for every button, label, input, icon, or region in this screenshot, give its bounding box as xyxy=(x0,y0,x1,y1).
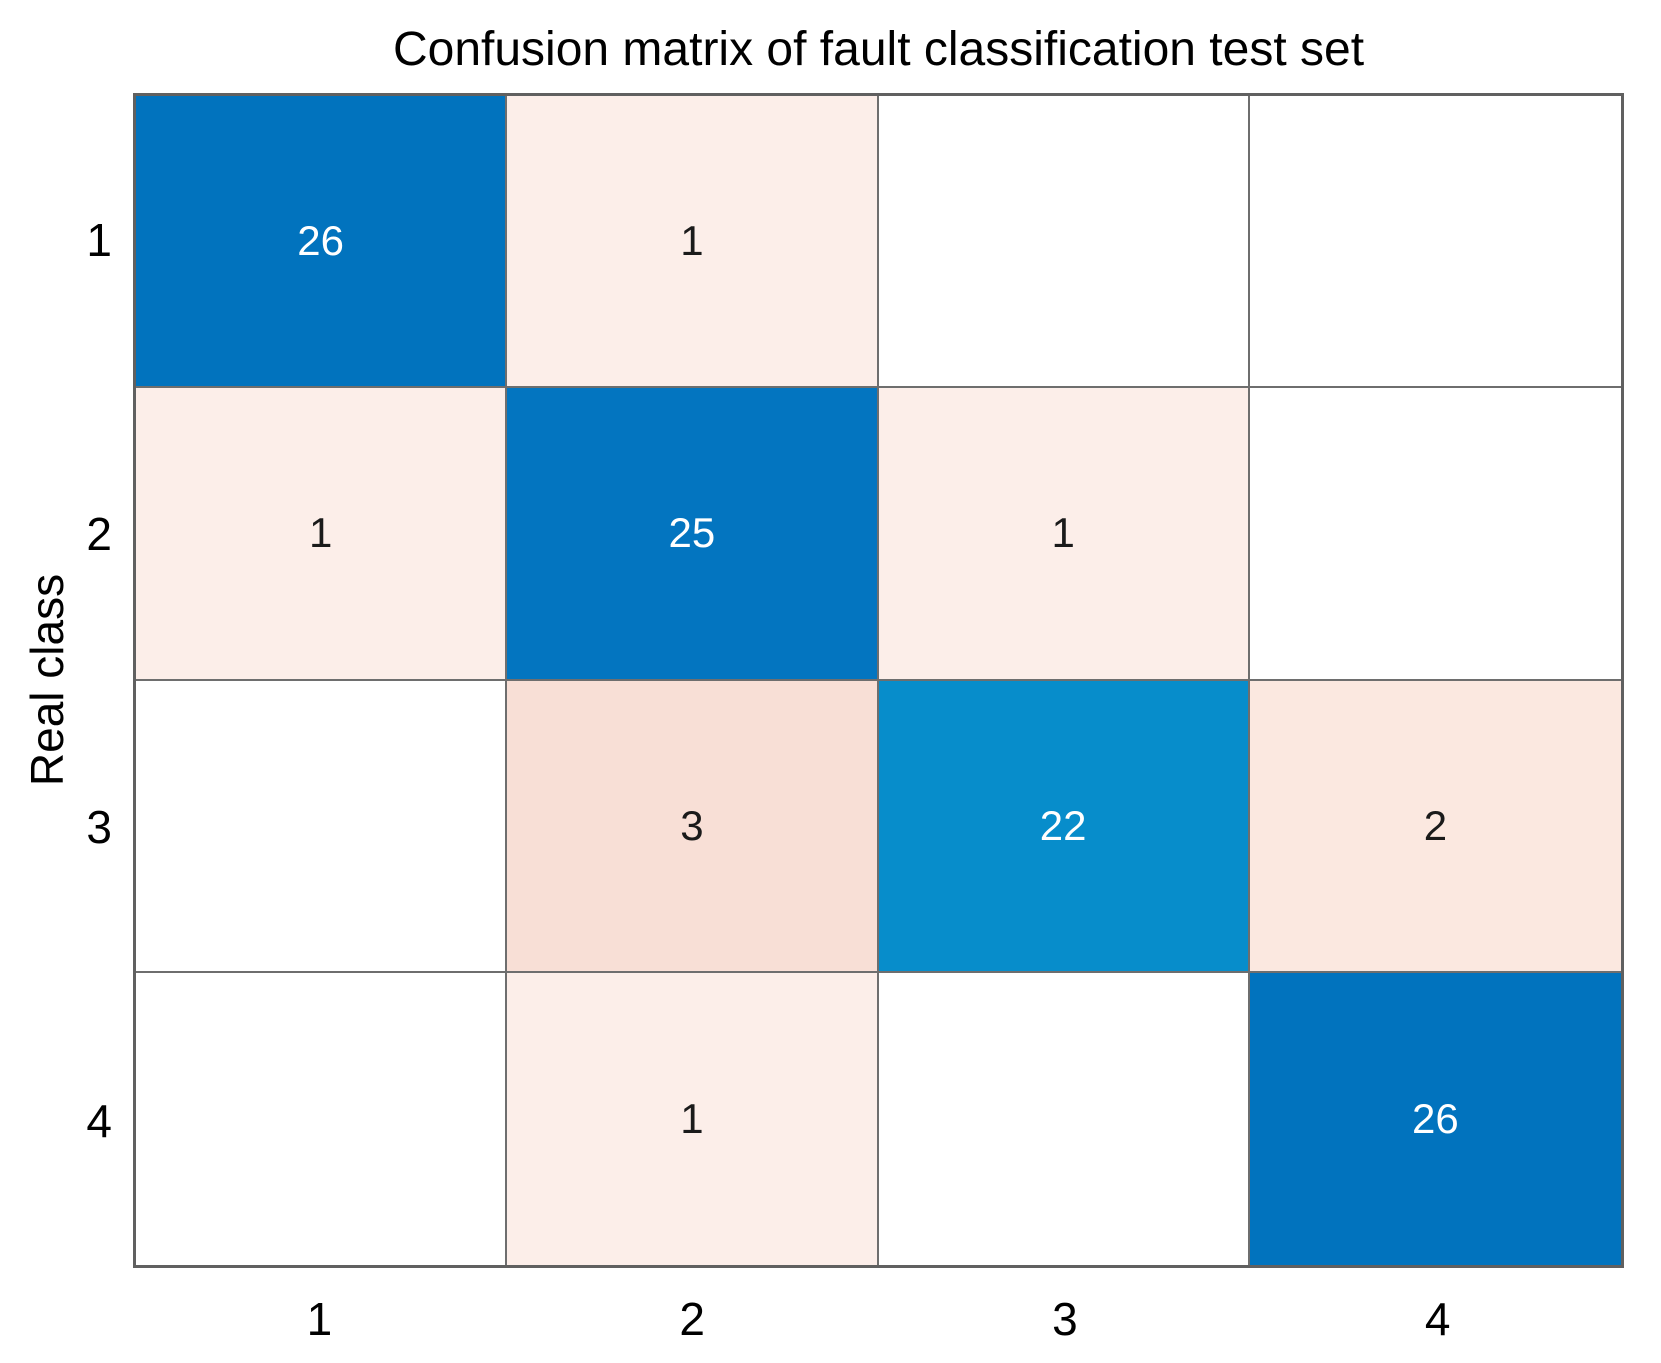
matrix-cell: 3 xyxy=(507,681,878,973)
matrix-cell: 26 xyxy=(1250,973,1621,1265)
matrix-cell: 1 xyxy=(507,973,878,1265)
matrix-cell: 1 xyxy=(136,388,507,680)
matrix-cell xyxy=(136,973,507,1265)
matrix-grid: 26112513222126 xyxy=(133,93,1624,1268)
matrix-cell xyxy=(136,681,507,973)
matrix-cell: 25 xyxy=(507,388,878,680)
y-axis-label: Real class xyxy=(20,574,74,786)
matrix-cell: 26 xyxy=(136,96,507,388)
x-tick-label: 4 xyxy=(1425,1292,1451,1346)
matrix-cell xyxy=(1250,96,1621,388)
confusion-matrix-figure: Confusion matrix of fault classification… xyxy=(0,0,1661,1363)
matrix-cell xyxy=(879,973,1250,1265)
chart-title: Confusion matrix of fault classification… xyxy=(133,22,1624,77)
y-tick-label: 2 xyxy=(32,507,112,561)
matrix-cell: 22 xyxy=(879,681,1250,973)
matrix-cell xyxy=(879,96,1250,388)
x-tick-label: 1 xyxy=(307,1292,333,1346)
y-tick-label: 4 xyxy=(32,1094,112,1148)
x-tick-label: 2 xyxy=(679,1292,705,1346)
matrix-cell: 2 xyxy=(1250,681,1621,973)
matrix-cell: 1 xyxy=(879,388,1250,680)
x-tick-label: 3 xyxy=(1052,1292,1078,1346)
y-tick-label: 3 xyxy=(32,800,112,854)
matrix-cell xyxy=(1250,388,1621,680)
y-tick-label: 1 xyxy=(32,213,112,267)
matrix-cell: 1 xyxy=(507,96,878,388)
